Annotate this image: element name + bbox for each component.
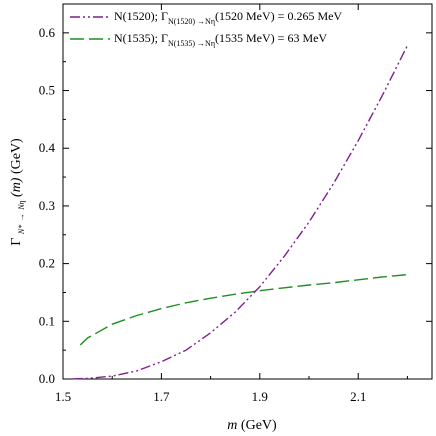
y-tick-label: 0.5: [39, 83, 55, 98]
series-line-n1535: [79, 273, 408, 346]
series-layer: [72, 45, 409, 380]
y-tick-label: 0.1: [39, 313, 55, 328]
x-axis-title: m (GeV): [227, 418, 277, 433]
y-axis-ticks: 0.0 0.1 0.2 0.3 0.4 0.5 0.6: [39, 3, 432, 386]
y-tick-label: 0.3: [39, 198, 55, 213]
y-tick-label: 0.6: [39, 25, 56, 40]
y-tick-label: 0.2: [39, 256, 55, 271]
series-line-n1520: [72, 45, 409, 380]
x-tick-label: 1.9: [252, 389, 268, 404]
y-tick-label: 0.0: [39, 371, 55, 386]
legend-entry: N(1535); ΓN(1535) →Nη(1535 MeV) = 63 MeV: [114, 31, 327, 48]
x-axis-ticks: 1.5 1.7 1.9 2.1: [55, 4, 408, 404]
plot-frame: [62, 3, 433, 380]
legend-entry: N(1520); ΓN(1520) →Nη(1520 MeV) = 0.265 …: [114, 9, 342, 26]
svg-text:Γ N* → Nη: Γ N* → Nη (m) (GeV): [9, 138, 28, 246]
x-tick-label: 2.1: [350, 389, 366, 404]
legend: N(1520); ΓN(1520) →Nη(1520 MeV) = 0.265 …: [70, 9, 342, 48]
x-tick-label: 1.5: [55, 389, 71, 404]
y-tick-label: 0.4: [39, 140, 56, 155]
y-axis-title: Γ N* → Nη (m) (GeV): [9, 138, 28, 246]
x-tick-label: 1.7: [153, 389, 170, 404]
